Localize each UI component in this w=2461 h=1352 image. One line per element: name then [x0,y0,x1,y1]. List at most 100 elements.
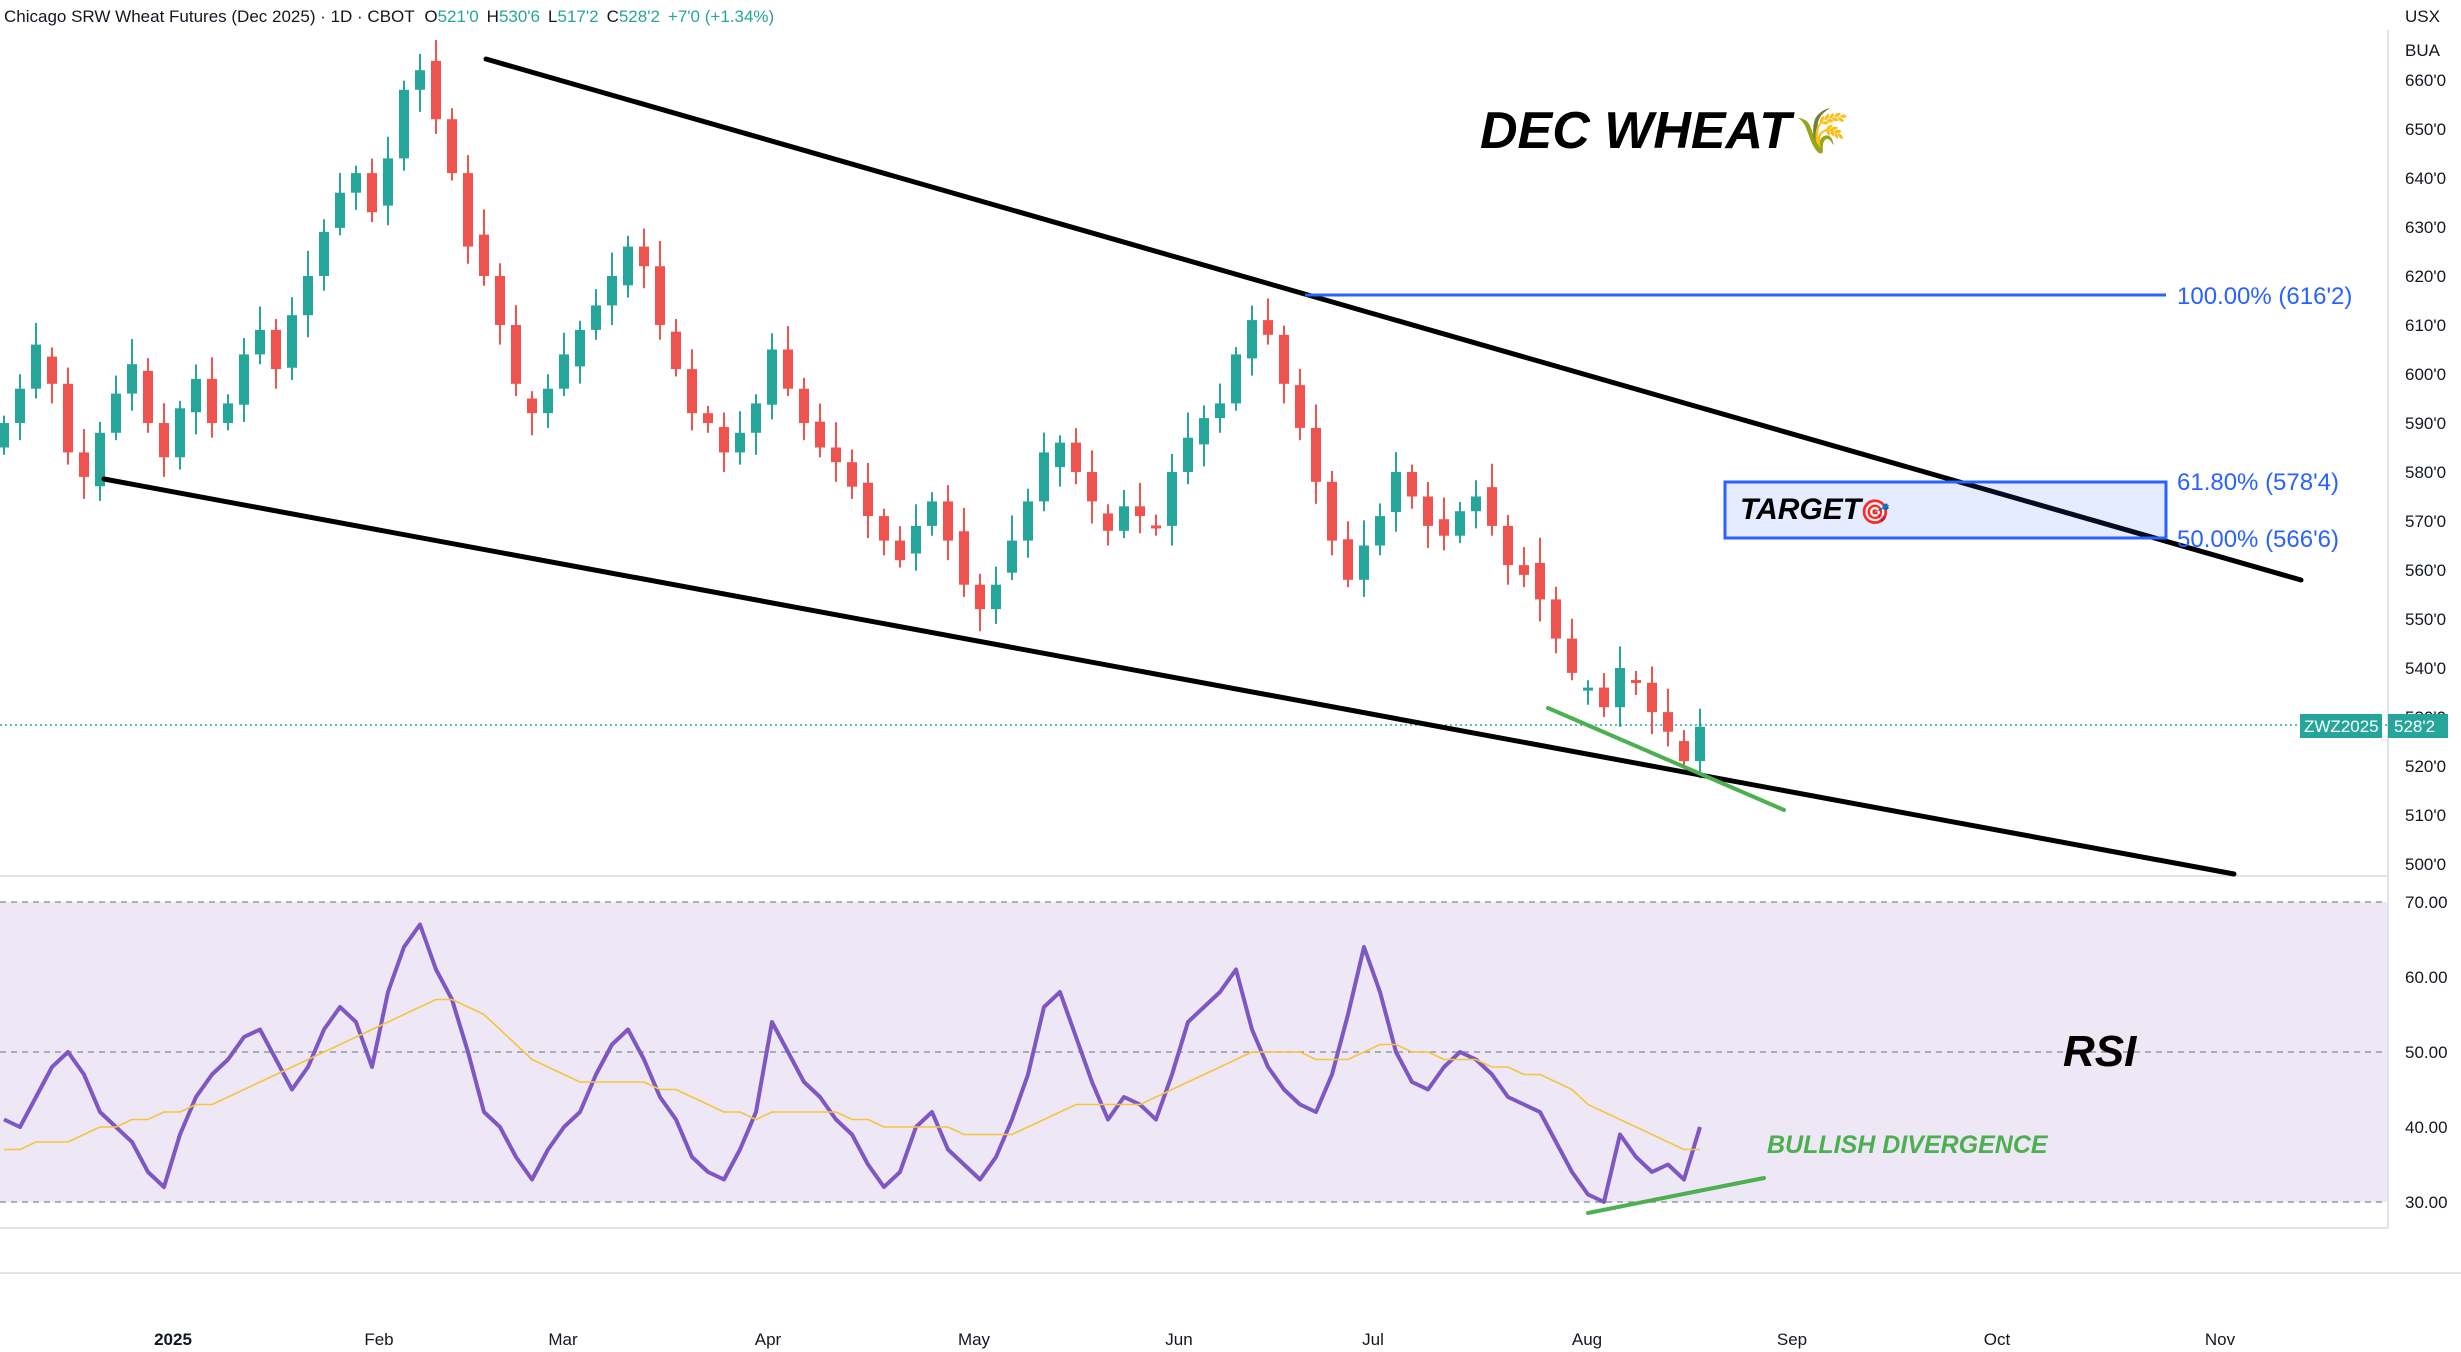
target-zone-box[interactable] [1723,480,2168,540]
candle-body [1039,452,1049,502]
candle-body [767,349,777,405]
price-tick-label: 590'0 [2405,414,2446,433]
candle-body [495,276,505,325]
candle-body [1599,687,1609,708]
candle-body [975,584,985,610]
candle-body [1343,539,1353,580]
price-tick-label: 520'0 [2405,757,2446,776]
candle-body [127,364,137,394]
channel-lower-trendline[interactable] [101,476,2237,877]
candle-body [959,531,969,585]
candle-body [879,516,889,541]
price-tick-label: 660'0 [2405,71,2446,90]
close-value: 528'2 [619,7,660,26]
price-tick-label: 540'0 [2405,659,2446,678]
price-tick-label: 500'0 [2405,855,2446,874]
price-tick-label: 580'0 [2405,463,2446,482]
candle-body [111,393,121,433]
rsi-tick-label: 40.00 [2405,1118,2448,1137]
candle-body [575,329,585,367]
candle-body [911,525,921,554]
price-tick-label: 570'0 [2405,512,2446,531]
rsi-annotation: RSI [2063,1027,2137,1076]
candles-layer [0,40,1705,779]
price-tick-label: 600'0 [2405,365,2446,384]
candle-body [207,378,217,423]
target-label: TARGET [1740,493,1864,526]
candle-body [815,421,825,448]
rsi-ma-line [4,998,1700,1151]
candle-body [527,398,537,414]
currency-label[interactable]: USX [2405,7,2440,26]
symbol-title[interactable]: Chicago SRW Wheat Futures (Dec 2025) · 1… [4,7,774,26]
rsi-tick-label: 60.00 [2405,968,2448,987]
candle-body [287,315,297,368]
candle-body [415,70,425,90]
candle-body [47,356,57,384]
candle-body [271,329,281,370]
candle-body [191,378,201,413]
candle-body [719,427,729,453]
time-tick-label: Feb [364,1330,393,1349]
candle-body [1359,545,1369,580]
candle-body [1231,354,1241,404]
candle-body [1375,516,1385,546]
open-label: O [424,7,437,26]
candle-body [335,192,345,228]
price-divergence-line[interactable] [1546,706,1786,812]
channel-upper-trendline[interactable] [483,56,2304,583]
candle-body [239,354,249,405]
rsi-axis[interactable]: 70.00 60.00 50.00 40.00 30.00 [2405,893,2448,1212]
candle-body [399,89,409,159]
candle-body [0,423,9,448]
time-tick-label: Oct [1984,1330,2011,1349]
rsi-line [3,922,1702,1204]
time-tick-label: Aug [1572,1330,1602,1349]
candle-body [1183,437,1193,472]
candle-body [143,370,153,423]
rsi-layer [3,922,1702,1204]
time-tick-label: Nov [2205,1330,2236,1349]
candle-body [991,584,1001,610]
candle-body [383,158,393,206]
candle-body [927,501,937,526]
candle-body [1487,487,1497,526]
candle-body [1695,726,1705,762]
low-label: L [548,7,557,26]
candle-body [511,325,521,384]
price-tick-label: 630'0 [2405,218,2446,237]
candle-body [591,305,601,330]
candle-body [831,447,841,463]
candle-body [895,540,905,561]
candle-body [463,173,473,247]
candle-body [607,276,617,306]
rsi-tick-label: 50.00 [2405,1043,2448,1062]
time-axis[interactable]: 2025 Feb Mar Apr May Jun Jul Aug Sep Oct Nov [154,1330,2236,1349]
candle-body [1423,496,1433,526]
candle-body [687,369,697,414]
high-label: H [487,7,499,26]
candle-body [1215,403,1225,419]
candle-body [1663,712,1673,732]
candle-body [639,246,649,267]
candle-body [943,501,953,541]
main-title-annotation: DEC WHEAT [1480,102,1795,160]
candle-body [1327,481,1337,541]
price-axis[interactable]: 660'0 650'0 640'0 630'0 620'0 610'0 600'0 590'0… [2405,71,2446,874]
candle-body [367,173,377,213]
candle-body [1279,334,1289,384]
target-icon: 🎯 [1860,499,1890,526]
candle-body [703,413,713,423]
rsi-divergence-line[interactable] [1586,1176,1766,1215]
candle-body [1455,511,1465,536]
candle-body [447,119,457,174]
rsi-tick-label: 30.00 [2405,1193,2448,1212]
candle-body [559,354,569,389]
price-tick-label: 560'0 [2405,561,2446,580]
candle-body [1439,519,1449,536]
time-tick-label: Jun [1165,1330,1192,1349]
time-tick-label: Apr [755,1330,782,1349]
unit-label[interactable]: BUA [2405,41,2441,60]
candle-body [543,388,553,414]
